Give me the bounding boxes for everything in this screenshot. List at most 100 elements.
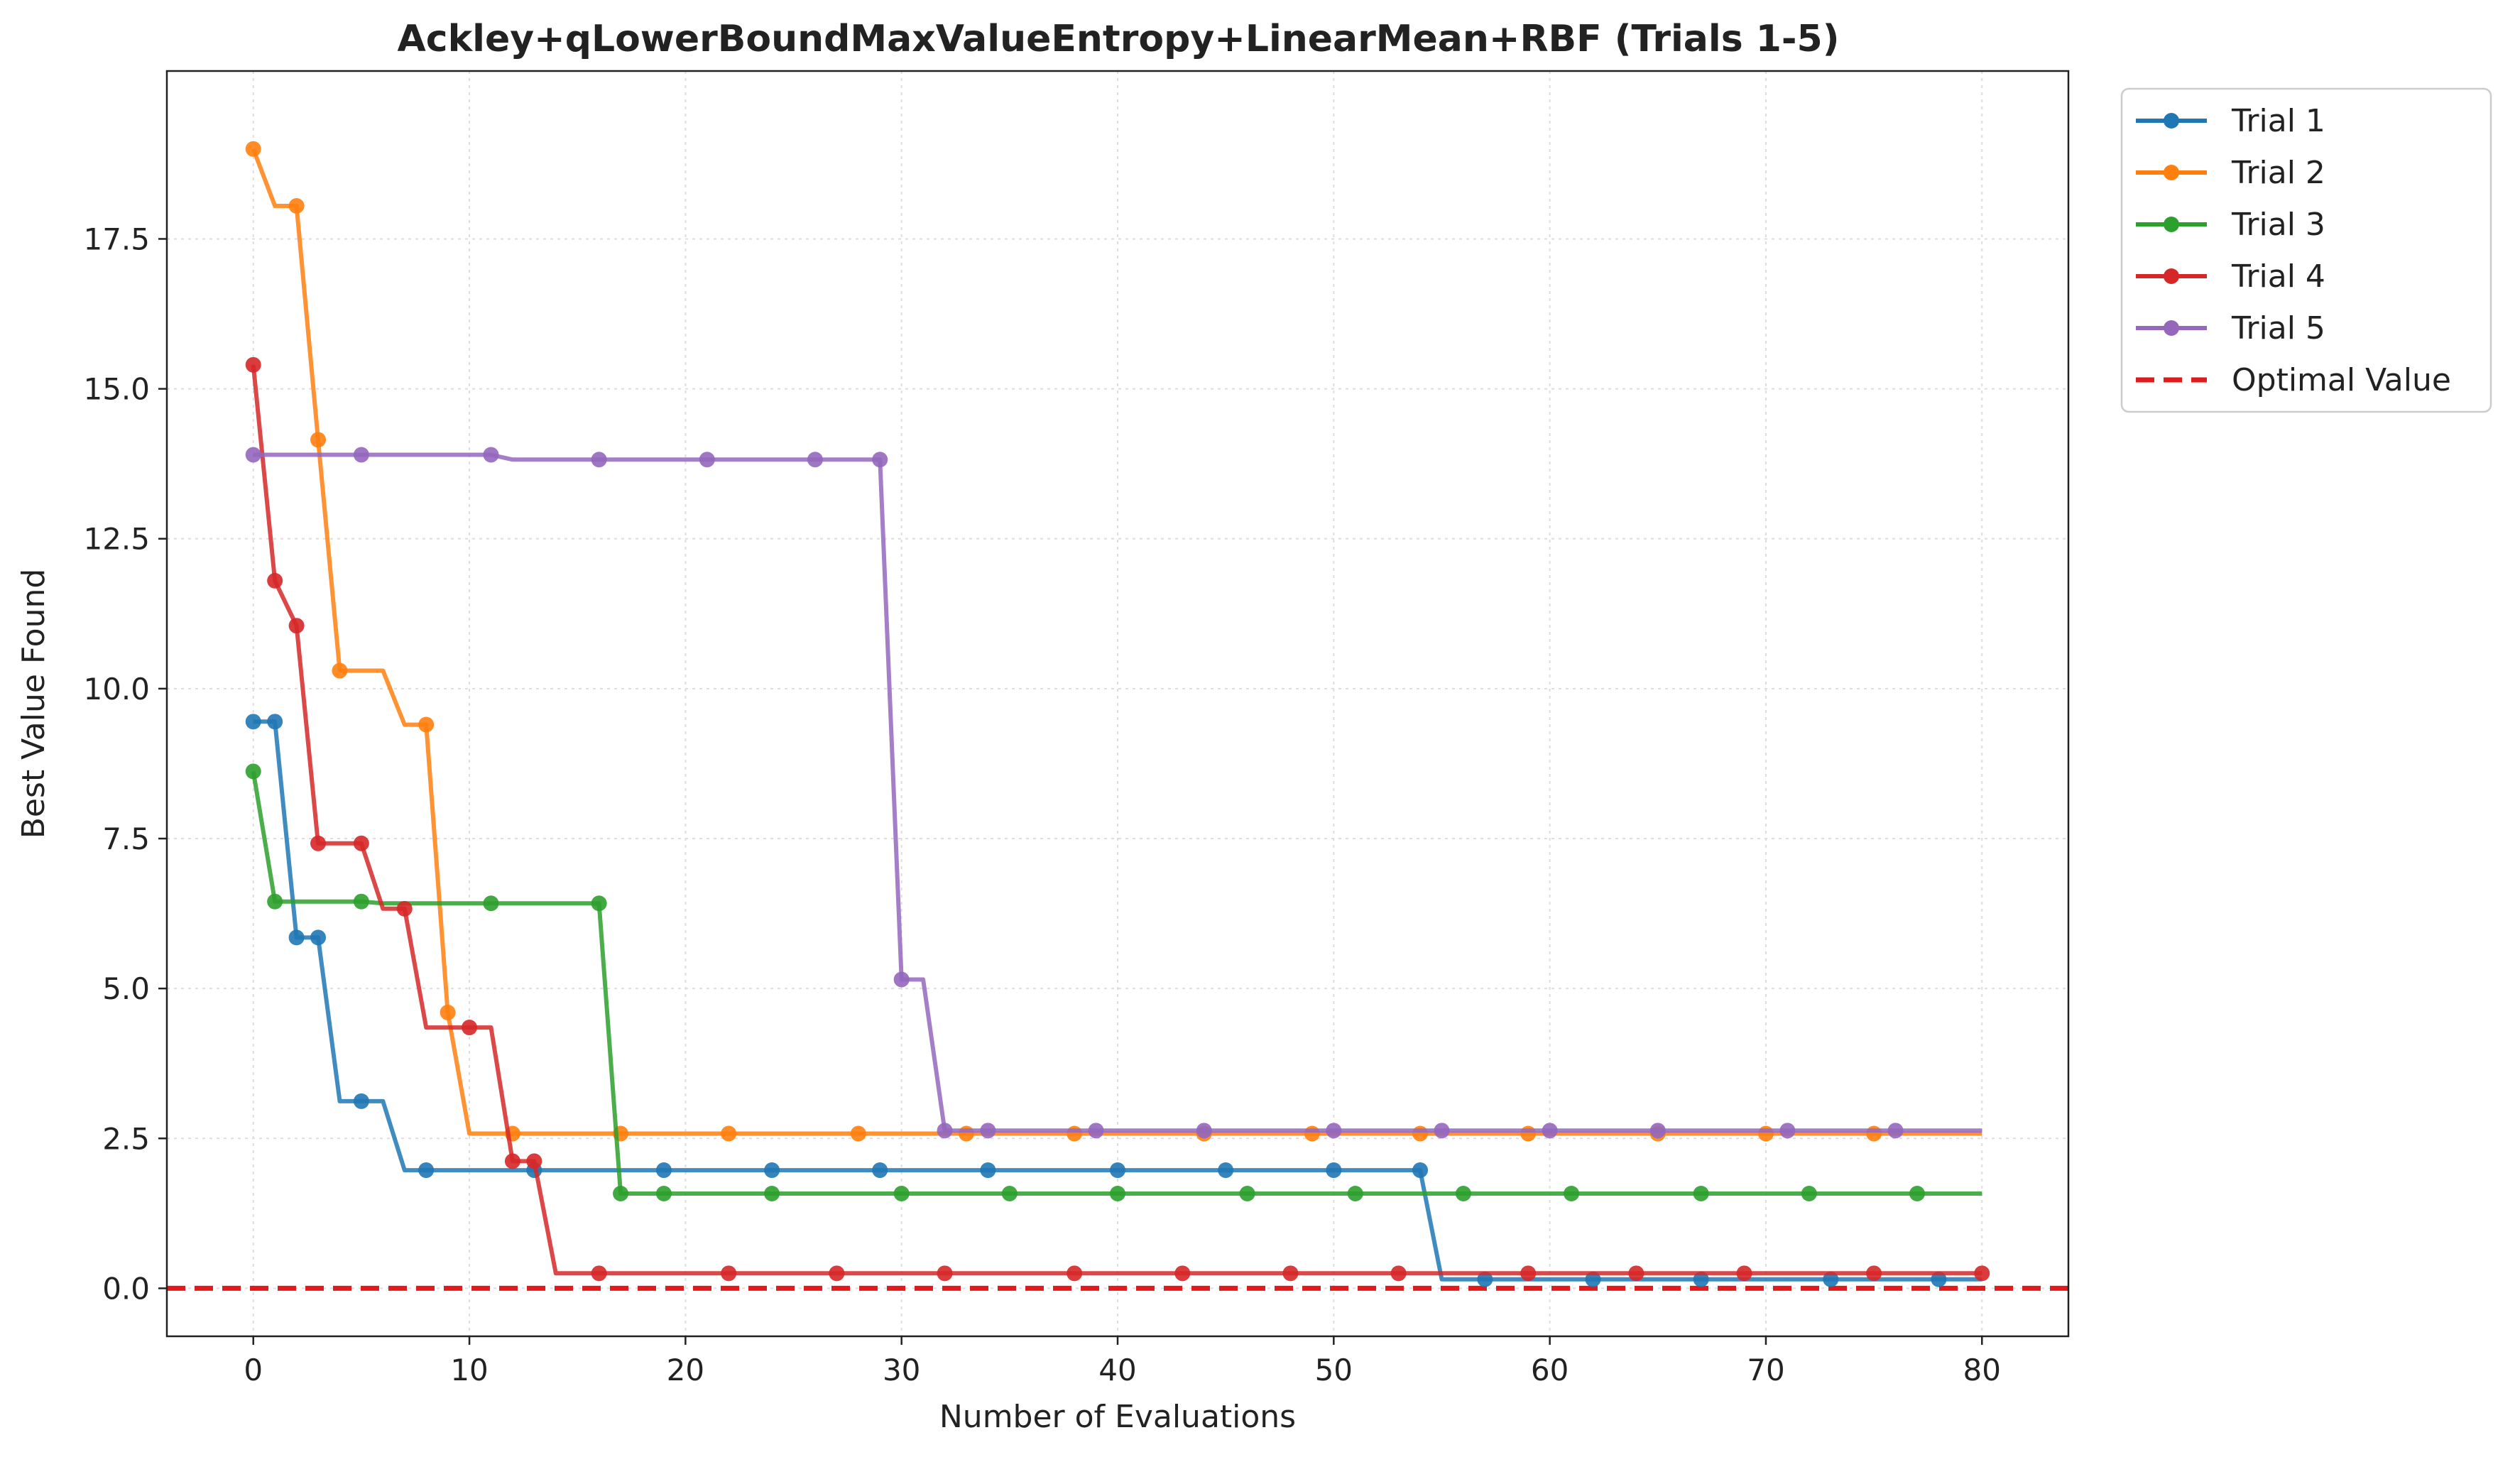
x-tick-label: 80 bbox=[1963, 1353, 2001, 1387]
y-tick-label: 17.5 bbox=[83, 222, 150, 256]
data-point bbox=[310, 835, 327, 851]
legend-swatch-marker bbox=[2164, 165, 2179, 180]
data-point bbox=[591, 452, 607, 468]
data-point bbox=[1412, 1162, 1429, 1179]
legend: Trial 1 Trial 2 Trial 3 Trial 4 Trial 5 Optim… bbox=[2120, 87, 2492, 413]
data-point bbox=[245, 356, 261, 373]
data-point bbox=[1174, 1265, 1191, 1282]
data-point bbox=[958, 1125, 974, 1142]
data-point bbox=[1779, 1123, 1796, 1139]
data-point bbox=[1736, 1265, 1752, 1282]
data-point bbox=[504, 1153, 520, 1169]
data-point bbox=[332, 662, 348, 679]
data-point bbox=[1390, 1265, 1407, 1282]
legend-label: Trial 1 bbox=[2231, 103, 2325, 139]
y-axis-label: Best Value Found bbox=[16, 569, 52, 839]
data-point bbox=[245, 714, 261, 730]
data-point bbox=[1909, 1185, 1925, 1201]
data-point bbox=[310, 432, 327, 448]
y-tick-label: 0.0 bbox=[102, 1271, 150, 1306]
data-point bbox=[1757, 1125, 1774, 1142]
legend-entry: Trial 4 bbox=[2136, 258, 2325, 295]
legend-label: Trial 3 bbox=[2231, 207, 2325, 243]
y-tick-label: 10.0 bbox=[83, 672, 150, 706]
data-point bbox=[721, 1125, 737, 1142]
data-point bbox=[245, 447, 261, 463]
data-point bbox=[267, 572, 283, 589]
data-point bbox=[483, 895, 499, 912]
chart-title: Ackley+qLowerBoundMaxValueEntropy+Linear… bbox=[398, 18, 1840, 60]
data-point bbox=[699, 452, 715, 468]
x-tick-label: 20 bbox=[667, 1353, 704, 1387]
data-point bbox=[1974, 1265, 1990, 1282]
data-point bbox=[526, 1153, 542, 1169]
x-tick-label: 50 bbox=[1315, 1353, 1353, 1387]
data-point bbox=[937, 1265, 953, 1282]
data-point bbox=[1067, 1125, 1083, 1142]
data-point bbox=[267, 893, 283, 910]
x-axis-label: Number of Evaluations bbox=[939, 1399, 1296, 1435]
data-point bbox=[1196, 1123, 1212, 1139]
legend-label: Trial 4 bbox=[2231, 258, 2325, 295]
data-point bbox=[1649, 1123, 1666, 1139]
data-point bbox=[1520, 1125, 1537, 1142]
data-point bbox=[288, 929, 305, 946]
data-point bbox=[655, 1185, 672, 1201]
series-5 bbox=[245, 447, 1982, 1139]
data-point bbox=[1866, 1125, 1882, 1142]
legend-swatch-marker bbox=[2164, 217, 2179, 232]
y-tick-label: 7.5 bbox=[102, 822, 150, 856]
data-point bbox=[1239, 1185, 1255, 1201]
x-tick-label: 30 bbox=[883, 1353, 920, 1387]
data-point bbox=[1542, 1123, 1558, 1139]
data-point bbox=[655, 1162, 672, 1179]
data-point bbox=[288, 618, 305, 634]
data-point bbox=[1347, 1185, 1363, 1201]
data-point bbox=[721, 1265, 737, 1282]
legend-entry: Trial 1 bbox=[2136, 103, 2325, 139]
y-tick-label: 2.5 bbox=[102, 1121, 150, 1156]
data-point bbox=[829, 1265, 845, 1282]
data-point bbox=[267, 714, 283, 730]
data-point bbox=[807, 452, 823, 468]
x-tick-label: 60 bbox=[1531, 1353, 1569, 1387]
data-point bbox=[893, 971, 910, 988]
y-tick-label: 15.0 bbox=[83, 372, 150, 407]
data-point bbox=[353, 447, 369, 463]
data-point bbox=[980, 1162, 996, 1179]
data-point bbox=[1801, 1185, 1817, 1201]
data-point bbox=[613, 1185, 629, 1201]
legend-entry: Trial 2 bbox=[2136, 155, 2325, 191]
data-point bbox=[1412, 1125, 1429, 1142]
data-point bbox=[591, 895, 607, 912]
data-point bbox=[893, 1185, 910, 1201]
data-point bbox=[1693, 1185, 1709, 1201]
data-point bbox=[850, 1125, 866, 1142]
legend-entry: Trial 5 bbox=[2136, 310, 2325, 346]
data-point bbox=[353, 1093, 369, 1109]
legend-label: Optimal Value bbox=[2232, 362, 2451, 398]
y-tick-label: 5.0 bbox=[102, 971, 150, 1006]
legend-entry: Trial 3 bbox=[2136, 207, 2325, 243]
x-tick-label: 40 bbox=[1098, 1353, 1136, 1387]
data-point bbox=[462, 1020, 478, 1036]
legend-entry: Optimal Value bbox=[2136, 362, 2451, 398]
data-point bbox=[288, 198, 305, 214]
x-tick-label: 10 bbox=[450, 1353, 488, 1387]
legend-box bbox=[2120, 87, 2492, 413]
data-point bbox=[1304, 1125, 1320, 1142]
data-point bbox=[353, 893, 369, 910]
legend-label: Trial 5 bbox=[2231, 310, 2325, 346]
data-point bbox=[1067, 1265, 1083, 1282]
data-point bbox=[418, 1162, 435, 1179]
data-point bbox=[1520, 1265, 1537, 1282]
data-point bbox=[1218, 1162, 1234, 1179]
data-point bbox=[1434, 1123, 1450, 1139]
data-point bbox=[1866, 1265, 1882, 1282]
legend-swatch-marker bbox=[2164, 320, 2179, 336]
data-point bbox=[1455, 1185, 1471, 1201]
ticks-group: 0 10 20 30 40 50 60 70 80 0.0 2.5 5.0 7.5 10.0 12.5 15.… bbox=[83, 222, 2001, 1387]
series-4 bbox=[245, 356, 1990, 1282]
data-point bbox=[245, 141, 261, 157]
